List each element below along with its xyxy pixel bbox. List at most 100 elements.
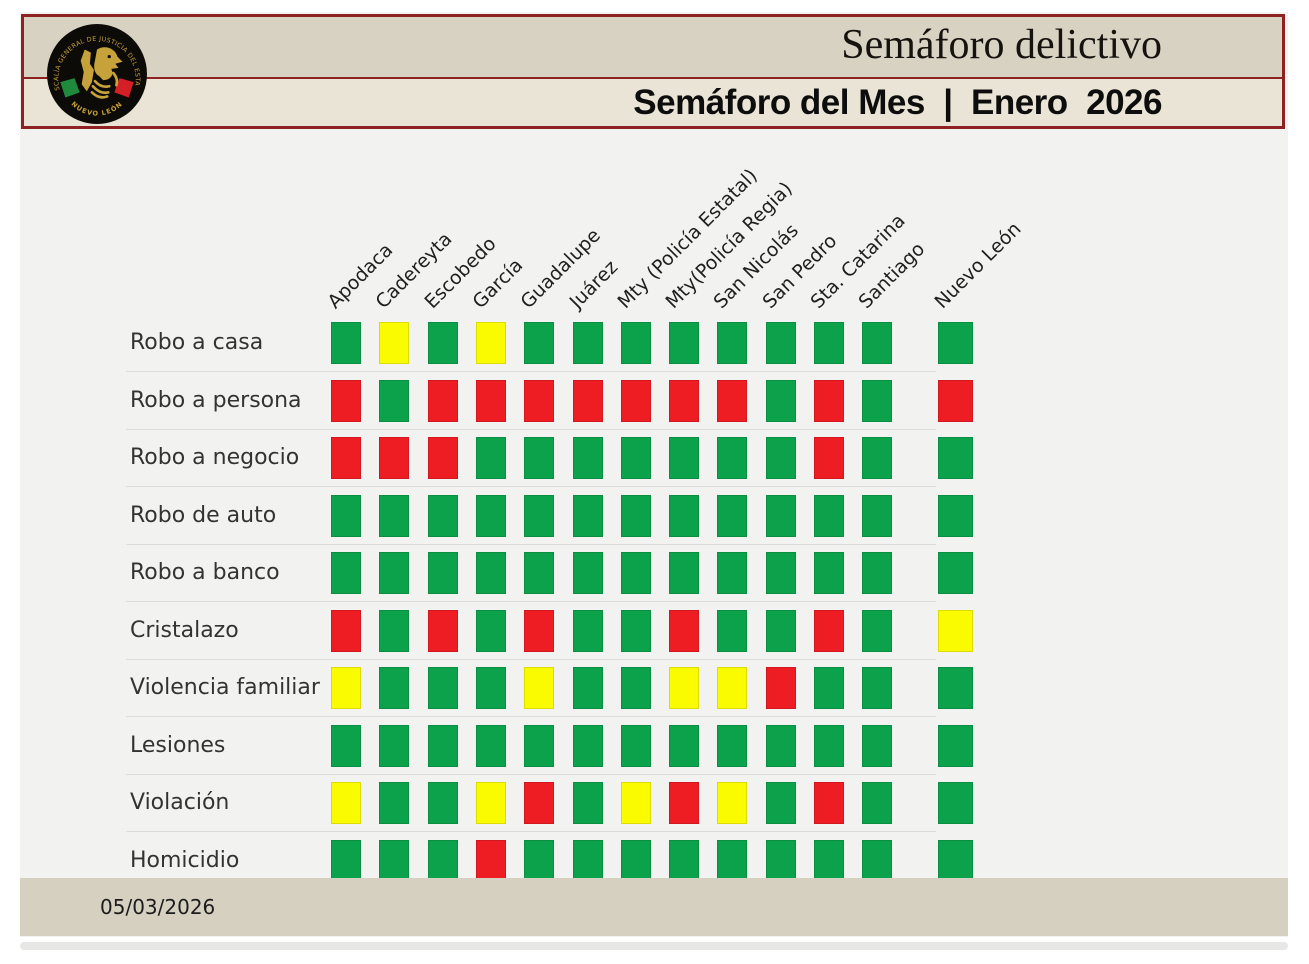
cell [766,437,796,479]
cell [428,725,458,767]
row-label: Cristalazo [130,618,239,643]
cell [524,437,554,479]
cell [476,552,506,594]
cell [379,380,409,422]
cell [814,782,844,824]
bottom-edge-shadow [20,942,1288,950]
cell [717,552,747,594]
cell [717,380,747,422]
cell [379,782,409,824]
cell [669,437,699,479]
cell [573,552,603,594]
cell [717,840,747,882]
row-label: Robo a banco [130,560,280,585]
cell [331,782,361,824]
cell [428,610,458,652]
cell [862,840,892,882]
cell [717,610,747,652]
row-label: Lesiones [130,733,226,758]
page-title: Semáforo delictivo [841,22,1162,68]
cell [331,552,361,594]
cell [621,322,651,364]
state-cell [938,667,973,709]
cell [814,840,844,882]
cell [766,322,796,364]
cell [862,380,892,422]
cell [573,495,603,537]
state-cell [938,840,973,882]
lion-icon [90,47,123,99]
row-separator [126,716,936,717]
cell [428,782,458,824]
fiscalia-seal-logo: FISCALÍA GENERAL DE JUSTICIA DEL ESTADO … [46,23,147,124]
cell [669,552,699,594]
cell [717,782,747,824]
cell [331,437,361,479]
cell [524,840,554,882]
page-subtitle: Semáforo del Mes | Enero 2026 [633,83,1162,122]
cell [573,840,603,882]
row-separator [126,831,936,832]
cell [524,495,554,537]
state-cell [938,495,973,537]
cell [573,782,603,824]
cell [331,667,361,709]
cell [331,322,361,364]
cell [524,552,554,594]
cell [573,322,603,364]
cell [717,437,747,479]
row-label: Robo a negocio [130,445,300,470]
cell [717,667,747,709]
report-date: 05/03/2026 [100,895,216,919]
column-header-label: Nuevo León [930,217,1026,313]
cell [814,437,844,479]
cell [428,495,458,537]
cell [331,610,361,652]
header-banner: Semáforo delictivo Semáforo del Mes | En… [21,14,1285,129]
cell [524,667,554,709]
cell [331,725,361,767]
cell [379,322,409,364]
cell [573,725,603,767]
cell [379,667,409,709]
cell [766,840,796,882]
cell [476,667,506,709]
cell [379,437,409,479]
cell [621,437,651,479]
cell [814,552,844,594]
cell [331,840,361,882]
cell [669,725,699,767]
cell [524,380,554,422]
state-cell [938,437,973,479]
cell [573,380,603,422]
cell [379,552,409,594]
cell [766,610,796,652]
row-separator [126,601,936,602]
cell [766,667,796,709]
row-separator [126,486,936,487]
cell [862,495,892,537]
cell [379,840,409,882]
cell [862,782,892,824]
cell [476,725,506,767]
cell [428,380,458,422]
cell [621,840,651,882]
row-label: Robo a persona [130,388,302,413]
row-separator [126,429,936,430]
footer-bar: 05/03/2026 [20,878,1288,936]
cell [862,725,892,767]
cell [573,610,603,652]
row-label: Robo de auto [130,503,277,528]
cell [524,610,554,652]
cell [476,840,506,882]
cell [476,437,506,479]
cell [766,782,796,824]
row-label: Violación [130,790,230,815]
cell [621,725,651,767]
state-cell [938,322,973,364]
cell [621,552,651,594]
state-cell [938,610,973,652]
cell [331,380,361,422]
cell [862,610,892,652]
